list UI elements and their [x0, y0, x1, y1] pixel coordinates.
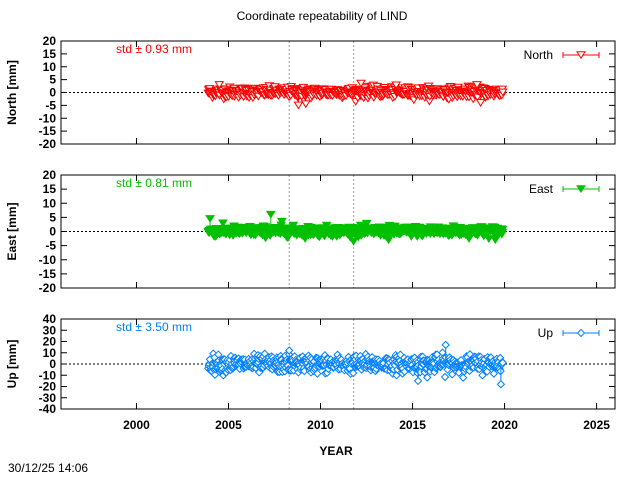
y-tick-label: -20 [39, 281, 57, 295]
y-tick-label: 20 [43, 34, 57, 48]
data-point [313, 369, 322, 378]
data-point [458, 373, 468, 382]
data-point [356, 79, 366, 88]
y-axis-title: North [mm] [5, 60, 19, 125]
x-tick-label: 2005 [215, 418, 242, 432]
data-point [218, 219, 228, 228]
data-point [496, 380, 506, 389]
legend-label: North [524, 48, 553, 62]
y-tick-label: 20 [43, 335, 57, 349]
x-tick-label: 2015 [399, 418, 426, 432]
data-point [490, 236, 501, 245]
data-point [475, 99, 486, 107]
y-tick-label: 10 [43, 60, 57, 74]
x-tick-label: 2010 [307, 418, 334, 432]
data-point [214, 81, 225, 89]
data-point [447, 370, 457, 379]
y-tick-label: 0 [49, 225, 56, 239]
data-point [497, 225, 508, 234]
data-point [300, 100, 311, 109]
x-tick-label: 2020 [491, 418, 518, 432]
y-tick-label: -30 [39, 391, 57, 405]
y-tick-label: 0 [49, 357, 56, 371]
y-tick-label: -40 [39, 402, 57, 416]
data-point [293, 101, 304, 110]
data-point [285, 346, 294, 355]
data-point [440, 372, 450, 382]
data-point [321, 221, 332, 230]
y-tick-label: -5 [45, 98, 56, 112]
data-point [489, 369, 499, 378]
y-tick-label: 20 [43, 168, 57, 182]
x-tick-label: 2025 [583, 418, 610, 432]
data-point [348, 368, 358, 378]
x-tick-label: 2000 [123, 418, 150, 432]
legend-label: Up [538, 326, 554, 340]
legend: East [529, 182, 600, 196]
data-point [441, 340, 450, 350]
y-tick-label: -20 [39, 380, 57, 394]
legend-marker [576, 328, 586, 338]
y-tick-label: -10 [39, 253, 57, 267]
data-point [265, 210, 276, 219]
y-tick-label: -20 [39, 137, 57, 151]
data-point [383, 236, 394, 245]
y-tick-label: 5 [49, 210, 56, 224]
y-tick-label: 0 [49, 86, 56, 100]
legend-marker [576, 185, 586, 194]
std-label: std ± 0.81 mm [116, 176, 192, 190]
y-tick-label: -10 [39, 111, 57, 125]
legend-marker [576, 51, 586, 60]
std-label: std ± 3.50 mm [116, 320, 192, 334]
data-points [203, 210, 508, 246]
data-point [348, 237, 359, 246]
data-points [203, 79, 508, 110]
std-label: std ± 0.93 mm [116, 42, 192, 56]
y-tick-label: 30 [43, 323, 57, 337]
y-tick-label: 5 [49, 73, 56, 87]
chart-title: Coordinate repeatability of LIND [237, 9, 408, 23]
y-tick-label: 15 [43, 47, 57, 61]
data-point [361, 219, 372, 228]
data-points [204, 340, 507, 389]
timestamp: 30/12/25 14:06 [8, 461, 88, 475]
y-axis-title: Up [mm] [5, 340, 19, 389]
data-point [276, 217, 287, 226]
x-axis-title: YEAR [319, 444, 353, 458]
data-point [413, 376, 423, 386]
data-point [483, 235, 494, 243]
y-tick-label: -15 [39, 267, 57, 281]
legend-label: East [529, 182, 554, 196]
y-axis-title: East [mm] [5, 202, 19, 260]
legend: Up [538, 326, 600, 340]
y-tick-label: 10 [43, 346, 57, 360]
y-tick-label: 15 [43, 182, 57, 196]
y-tick-label: -15 [39, 124, 57, 138]
data-point [423, 373, 432, 382]
data-point [472, 81, 482, 89]
y-tick-label: 40 [43, 312, 57, 326]
y-tick-label: -5 [45, 239, 56, 253]
data-point [205, 215, 215, 223]
legend: North [524, 48, 600, 62]
y-tick-label: -10 [39, 368, 57, 382]
data-point [391, 81, 402, 90]
data-point [497, 88, 508, 97]
y-tick-label: 10 [43, 196, 57, 210]
